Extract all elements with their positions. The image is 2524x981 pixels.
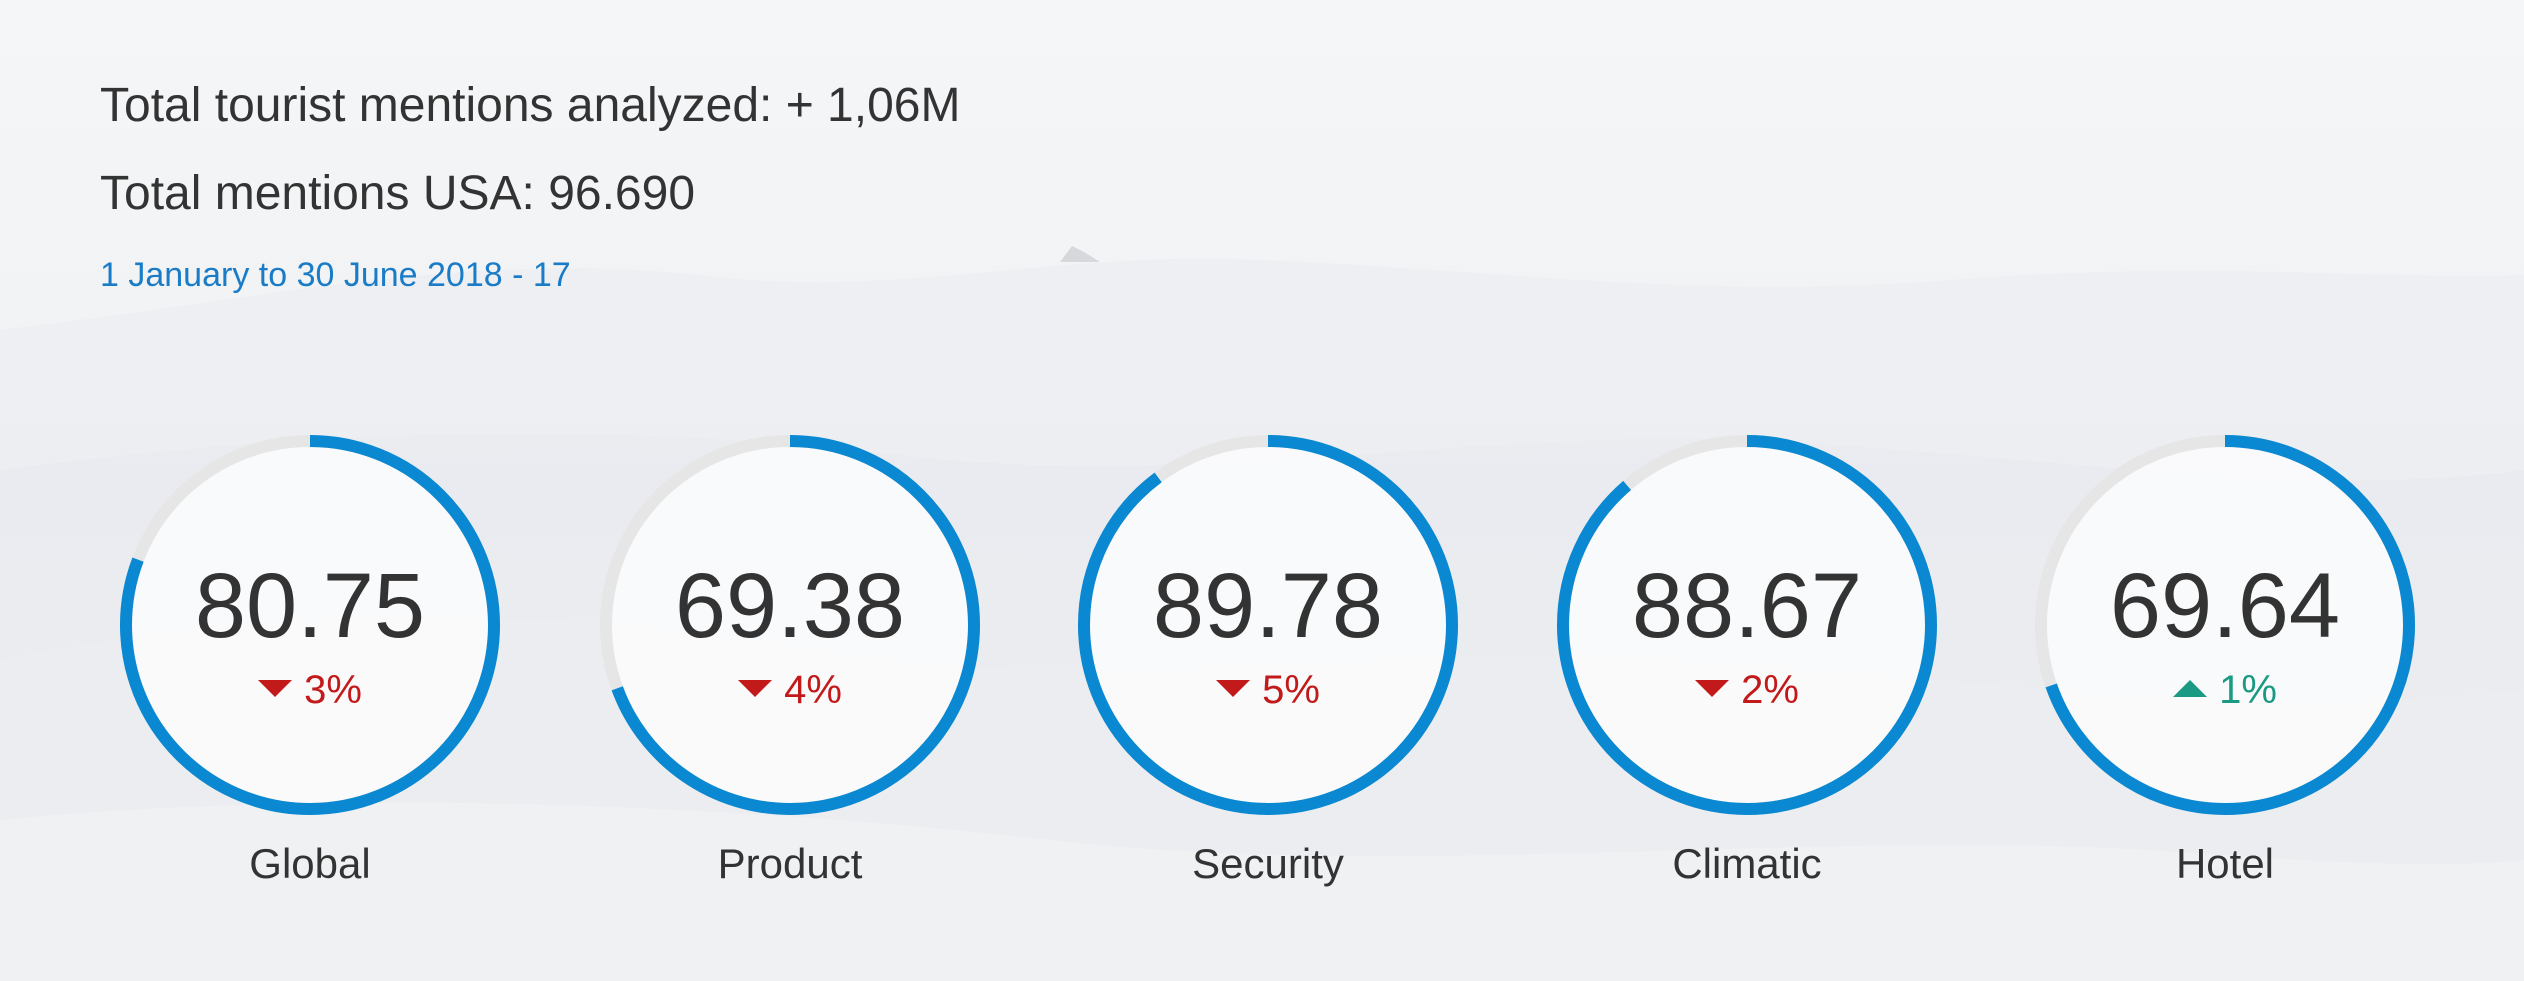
category-label: Climatic — [1672, 840, 1822, 887]
change-percent: 2% — [1741, 668, 1799, 712]
ring-fill — [1078, 435, 1458, 815]
ring-fill — [1557, 435, 1937, 815]
change-percent: 5% — [1262, 668, 1320, 712]
date-range-text: 1 January to 30 June 2018 - 17 — [100, 256, 571, 294]
gauge-product: 69.38 4% Product — [580, 425, 980, 885]
triangle-up-icon — [2173, 679, 2208, 697]
change-percent: 3% — [304, 668, 362, 712]
ring-chart — [1557, 435, 1937, 815]
ring-fill — [600, 435, 980, 815]
triangle-down-icon — [738, 679, 773, 697]
total-mentions-usa-text: Total mentions USA: 96.690 — [100, 167, 696, 220]
ring-chart — [120, 435, 500, 815]
gauge-climatic: 88.67 2% Climatic — [1537, 425, 1937, 885]
score-value: 69.38 — [674, 555, 906, 657]
ring-chart — [2035, 435, 2415, 815]
ring-chart — [600, 435, 980, 815]
change-indicator: 1% — [2015, 670, 2435, 710]
score-value: 88.67 — [1631, 555, 1863, 657]
change-indicator: 3% — [100, 670, 520, 710]
change-percent: 4% — [784, 668, 842, 712]
triangle-down-icon — [258, 679, 293, 697]
score-value: 89.78 — [1152, 555, 1384, 657]
gauge-global: 80.75 3% Global — [100, 425, 500, 885]
category-label: Security — [1192, 840, 1344, 887]
total-tourist-mentions-text: Total tourist mentions analyzed: + 1,06M — [100, 79, 961, 132]
triangle-down-icon — [1216, 679, 1251, 697]
summary-header: Total tourist mentions analyzed: + 1,06M… — [100, 70, 961, 294]
category-label: Hotel — [2175, 840, 2275, 887]
change-indicator: 4% — [580, 670, 1000, 710]
gauge-hotel: 69.64 1% Hotel — [2015, 425, 2415, 885]
ring-fill — [2035, 435, 2415, 815]
triangle-down-icon — [1695, 679, 1730, 697]
score-value: 69.64 — [2109, 555, 2341, 657]
change-indicator: 2% — [1537, 670, 1957, 710]
category-label: Global — [249, 840, 371, 887]
change-indicator: 5% — [1058, 670, 1478, 710]
change-percent: 1% — [2219, 668, 2277, 712]
score-value: 80.75 — [194, 555, 426, 657]
category-label: Product — [717, 840, 863, 887]
gauge-security: 89.78 5% Security — [1058, 425, 1458, 885]
ring-fill — [120, 435, 500, 815]
ring-chart — [1078, 435, 1458, 815]
